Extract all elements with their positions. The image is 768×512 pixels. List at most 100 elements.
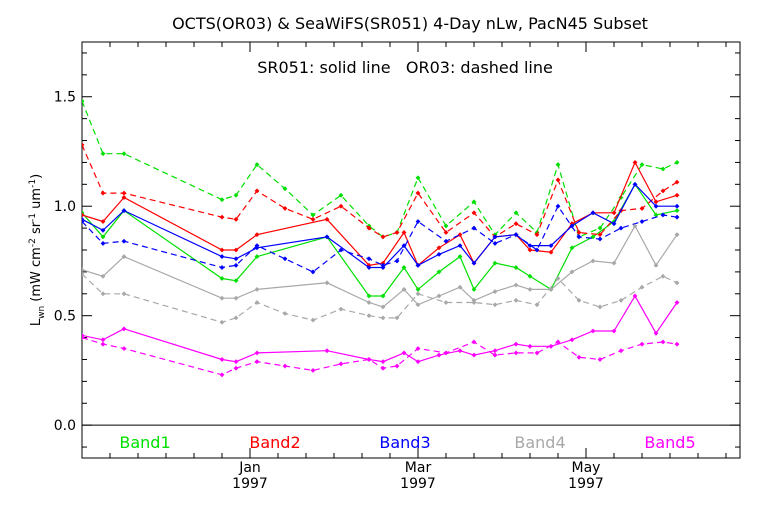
data-point bbox=[513, 210, 519, 216]
data-point bbox=[366, 256, 372, 262]
data-point bbox=[380, 293, 386, 299]
data-point bbox=[436, 251, 442, 257]
data-point bbox=[338, 306, 344, 312]
data-point bbox=[492, 352, 498, 358]
data-point bbox=[527, 247, 533, 253]
data-point bbox=[219, 276, 225, 281]
data-point bbox=[492, 234, 498, 240]
data-point bbox=[219, 197, 225, 203]
legend-item-band1: Band1 bbox=[119, 433, 170, 452]
data-point bbox=[282, 186, 288, 192]
data-point bbox=[674, 214, 680, 220]
data-point bbox=[660, 212, 666, 218]
data-point bbox=[436, 245, 442, 251]
data-point bbox=[254, 286, 260, 292]
data-point bbox=[471, 225, 477, 231]
data-point bbox=[492, 260, 498, 266]
data-point bbox=[233, 278, 239, 284]
data-point bbox=[632, 159, 638, 165]
data-point bbox=[401, 243, 407, 249]
data-point bbox=[380, 304, 386, 310]
data-point bbox=[513, 265, 519, 270]
data-point bbox=[611, 210, 617, 216]
data-point bbox=[653, 262, 659, 268]
data-point bbox=[338, 192, 344, 198]
data-point bbox=[639, 284, 645, 290]
data-point bbox=[100, 241, 106, 246]
data-point bbox=[415, 175, 421, 181]
data-point bbox=[324, 234, 330, 240]
y-tick-label: 1.0 bbox=[54, 199, 76, 215]
data-point bbox=[233, 192, 239, 198]
data-point bbox=[121, 254, 127, 259]
data-point bbox=[415, 286, 421, 292]
data-point bbox=[121, 238, 127, 244]
data-point bbox=[366, 357, 372, 362]
data-point bbox=[219, 265, 225, 270]
data-point bbox=[394, 315, 400, 321]
data-point bbox=[310, 212, 316, 218]
y-tick-label: 1.5 bbox=[54, 90, 76, 106]
data-point bbox=[513, 350, 519, 356]
series-layer bbox=[82, 98, 680, 378]
data-point bbox=[310, 216, 316, 222]
data-point bbox=[324, 280, 330, 286]
y-tick-label: 0.5 bbox=[54, 309, 76, 325]
data-point bbox=[121, 195, 127, 200]
data-point bbox=[282, 205, 288, 211]
data-point bbox=[632, 223, 638, 229]
data-point bbox=[282, 256, 288, 262]
data-point bbox=[527, 343, 533, 349]
data-point bbox=[674, 179, 680, 185]
data-point bbox=[121, 151, 127, 157]
data-point bbox=[471, 352, 477, 358]
data-point bbox=[82, 335, 85, 341]
y-tick-label: 0.0 bbox=[54, 418, 76, 434]
data-point bbox=[443, 230, 449, 235]
data-point bbox=[555, 203, 561, 209]
series-band2-or03 bbox=[82, 142, 680, 240]
data-point bbox=[121, 346, 127, 351]
data-point bbox=[100, 190, 106, 196]
x-tick-label-year: 1997 bbox=[232, 476, 268, 492]
data-point bbox=[611, 221, 617, 227]
data-point bbox=[471, 339, 477, 345]
data-point bbox=[590, 234, 596, 240]
data-point bbox=[415, 346, 421, 351]
data-point bbox=[660, 188, 666, 194]
data-point bbox=[674, 280, 680, 286]
data-point bbox=[555, 177, 561, 183]
data-point bbox=[380, 262, 386, 268]
data-point bbox=[492, 241, 498, 246]
data-point bbox=[254, 243, 260, 249]
data-point bbox=[254, 188, 260, 194]
data-point bbox=[219, 357, 225, 362]
data-point bbox=[82, 271, 85, 277]
data-point bbox=[457, 284, 463, 290]
legend-item-band2: Band2 bbox=[249, 433, 300, 452]
data-point bbox=[443, 238, 449, 244]
y-axis-label: Lwn (mW cm-2 sr-1 um-1) bbox=[28, 174, 47, 326]
data-point bbox=[632, 181, 638, 187]
data-point bbox=[233, 216, 239, 222]
data-point bbox=[548, 343, 554, 349]
data-point bbox=[674, 341, 680, 347]
data-point bbox=[415, 219, 421, 224]
data-point bbox=[471, 300, 477, 305]
data-point bbox=[618, 297, 624, 303]
data-point bbox=[415, 262, 421, 268]
data-point bbox=[219, 247, 225, 253]
data-point bbox=[443, 350, 449, 356]
data-point bbox=[254, 254, 260, 259]
data-point bbox=[324, 216, 330, 222]
data-point bbox=[443, 223, 449, 229]
data-point bbox=[569, 245, 575, 251]
series-band3-or03 bbox=[82, 203, 680, 275]
data-point bbox=[576, 234, 582, 240]
data-point bbox=[282, 363, 288, 369]
data-point bbox=[415, 359, 421, 365]
data-point bbox=[233, 359, 239, 365]
data-point bbox=[310, 317, 316, 323]
